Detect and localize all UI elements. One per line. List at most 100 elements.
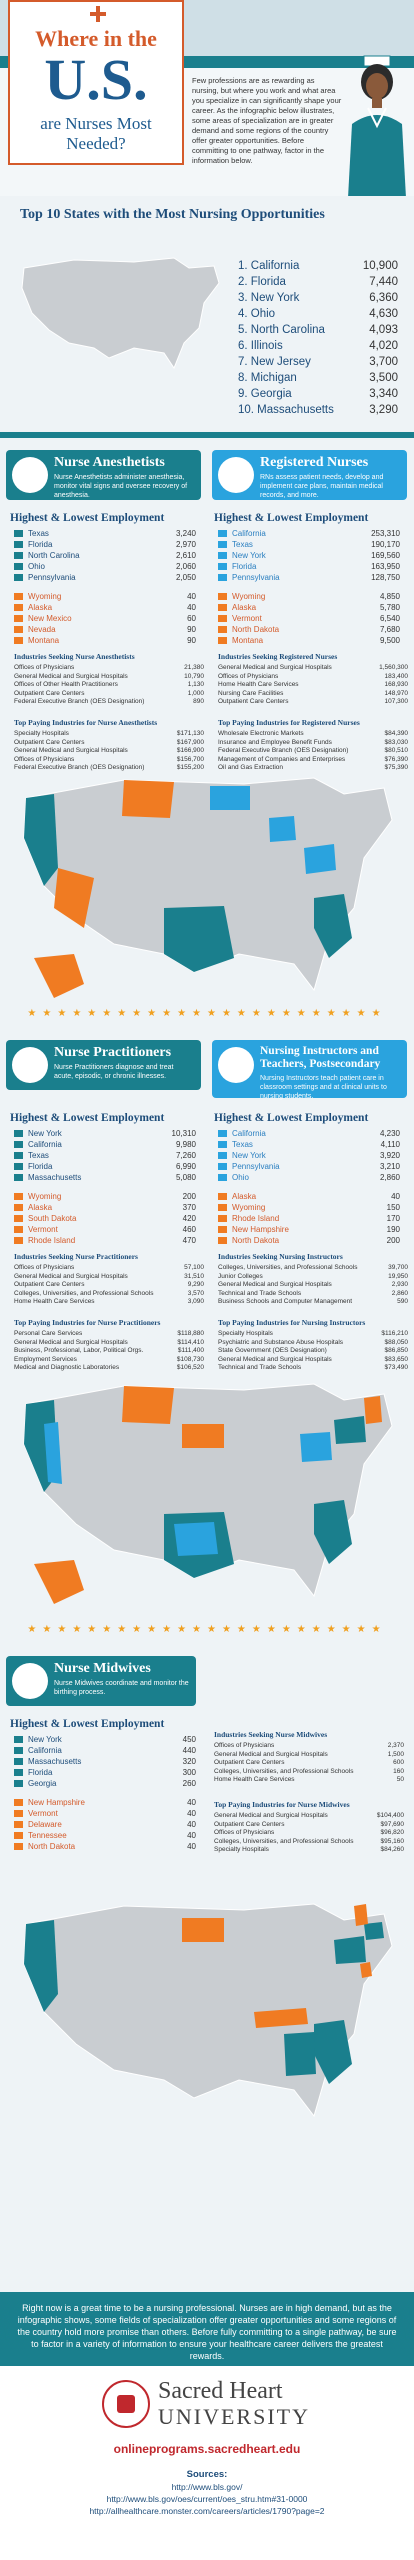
lowest-row: Wyoming 150 [214,1202,404,1213]
title-line3: are Nurses Most Needed? [40,114,152,153]
lowest-row: North Dakota 7,680 [214,624,404,635]
employment-count: 440 [182,1746,196,1755]
state-name: Vermont [232,614,262,623]
site-link[interactable]: onlineprograms.sacredheart.edu [113,2442,301,2456]
lowest-row: Vermont 40 [10,1808,200,1819]
industry-name: Federal Executive Branch (OES Designatio… [14,698,145,705]
lowest-row: New Hampshire 40 [10,1797,200,1808]
practitioners-employment: Highest & Lowest Employment New York 10,31… [10,1112,200,1246]
midwives-industries: Industries Seeking Nurse Midwives Offices… [214,1730,404,1785]
lowest-row: Alaska 5,780 [214,602,404,613]
industry-name: General Medical and Surgical Hospitals [14,1272,128,1280]
state-name: Texas [232,540,253,549]
highest-row: New York 3,920 [214,1150,404,1161]
state-name: Georgia [28,1779,57,1788]
industry-name: Oil and Gas Extraction [218,764,284,771]
pay-row: Insurance and Employee Benefit Funds $83,… [218,739,408,748]
industry-name: Offices of Physicians [14,1264,75,1271]
employment-count: 450 [182,1735,196,1744]
midwives-title: Nurse Midwives [54,1661,151,1676]
industry-salary: $114,410 [177,1338,204,1346]
industry-salary: $118,880 [177,1330,204,1337]
employment-count: 4,850 [379,592,400,601]
employment-count: 4,110 [380,1140,400,1149]
top10-state: 6. Illinois [238,340,283,352]
employment-count: 40 [187,592,196,601]
industry-count: 2,860 [391,1289,408,1297]
pay-title: Top Paying Industries for Nurse Midwives [214,1800,350,1809]
industry-count: 2,370 [387,1742,404,1749]
employment-count: 40 [187,1831,196,1840]
industry-count: 890 [193,698,204,705]
state-name: Alaska [232,603,257,612]
lowest-row: Alaska 40 [214,1191,404,1202]
pay-row: Specialty Hospitals $116,210 [218,1330,408,1339]
industry-name: Home Health Care Services [14,1298,95,1305]
lowest-row: Delaware 40 [10,1819,200,1830]
top10-count: 4,093 [369,324,398,336]
industry-count: 148,970 [384,689,409,697]
pay-row: General Medical and Surgical Hospitals $1… [14,1339,204,1348]
employment-count: 470 [182,1236,196,1245]
top10-count: 4,020 [369,340,398,352]
top10-state: 2. Florida [238,276,286,288]
us-map-anesthetists-registered [23,777,393,998]
industry-name: Management of Companies and Enterprises [218,755,346,763]
industry-salary: $73,490 [384,1364,409,1371]
lowest-row: New Hampshire 190 [214,1224,404,1235]
industry-name: Colleges, Universities, and Professional… [218,1264,358,1271]
pay-row: Outpatient Care Centers $167,900 [14,739,204,748]
instructors-industries: Industries Seeking Nursing Instructors Co… [218,1252,408,1307]
highest-row: California 9,980 [10,1139,200,1150]
pay-row: Oil and Gas Extraction $75,390 [218,764,408,773]
industries-title: Industries Seeking Nurse Anesthetists [14,652,135,661]
pay-row: Wholesale Electronic Markets $84,390 [218,730,408,739]
star-divider: ★★★★★★★★★★★★★★★★★★★★★★★★ [27,1624,387,1635]
title-badge: Where in the U.S. are Nurses Most Needed… [8,0,184,165]
employment-count: 170 [386,1214,400,1223]
state-name: New Hampshire [28,1798,85,1807]
employment-count: 128,750 [371,573,400,582]
hero-header: Where in the U.S. are Nurses Most Needed… [0,0,414,198]
pay-row: Technical and Trade Schools $73,490 [218,1364,408,1373]
industry-name: General Medical and Surgical Hospitals [14,672,128,680]
university-logo[interactable]: Sacred Heart UNIVERSITY [102,2376,312,2436]
midwives-pay: Top Paying Industries for Nurse Midwives… [214,1800,404,1855]
source-link[interactable]: http://www.bls.gov/oes/current/oes_stru.… [106,2494,308,2504]
lowest-row: Wyoming 40 [10,591,200,602]
employment-count: 9,980 [175,1140,196,1149]
highest-row: Florida 2,970 [10,539,200,550]
top10-item: 3. New York 6,360 [238,290,398,306]
highest-row: New York 169,560 [214,550,404,561]
industry-name: Psychiatric and Substance Abuse Hospital… [218,1338,344,1346]
industry-row: Offices of Other Health Practitioners 1,1… [14,681,204,690]
employment-count: 40 [187,1809,196,1818]
state-name: Wyoming [232,592,266,601]
source-link[interactable]: http://www.bls.gov/ [171,2482,243,2492]
highest-row: New York 450 [10,1734,200,1745]
industry-salary: $97,690 [380,1820,405,1828]
highest-row: North Carolina 2,610 [10,550,200,561]
industry-name: Outpatient Care Centers [14,738,85,746]
industry-name: Outpatient Care Centers [14,1281,85,1288]
employment-count: 9,500 [379,636,400,645]
pay-row: Outpatient Care Centers $97,690 [214,1821,404,1830]
state-name: Alaska [232,1192,257,1201]
industry-row: General Medical and Surgical Hospitals 10… [14,673,204,682]
industry-name: General Medical and Surgical Hospitals [218,664,332,671]
industry-name: Personal Care Services [14,1330,83,1337]
employment-count: 7,260 [175,1151,196,1160]
lowest-row: Montana 90 [10,635,200,646]
registered-title: Registered Nurses [260,455,369,470]
employment-count: 40 [187,1798,196,1807]
top10-state: 1. California [238,260,300,272]
state-name: North Dakota [28,1842,76,1851]
employment-count: 300 [182,1768,196,1777]
pay-row: Federal Executive Branch (OES Designatio… [14,764,204,773]
source-link[interactable]: http://allhealthcare.monster.com/careers… [89,2506,325,2516]
pay-title: Top Paying Industries for Nurse Anesthet… [14,718,158,727]
top10-title: Top 10 States with the Most Nursing Oppo… [20,207,325,222]
industry-name: General Medical and Surgical Hospitals [14,747,128,754]
us-map-midwives [23,1903,393,2118]
